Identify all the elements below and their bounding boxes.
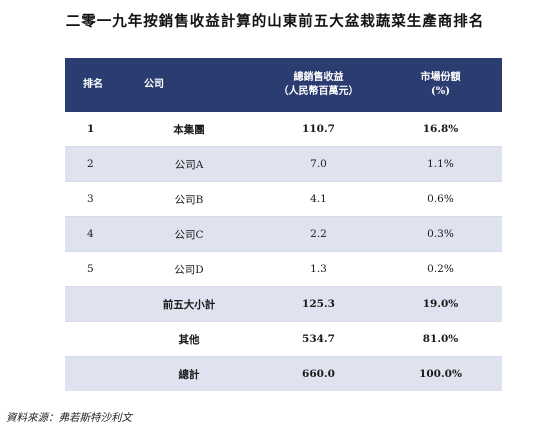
rank-cell: 4 (65, 216, 120, 252)
company-cell: 前五大小計 (120, 286, 258, 322)
revenue-cell: 4.1 (258, 181, 379, 217)
header-revenue-line2: （人民幣百萬元） (278, 86, 359, 97)
revenue-cell: 534.7 (258, 321, 379, 357)
share-cell: 81.0% (379, 321, 502, 357)
company-cell: 公司D (120, 251, 258, 287)
source-note: 資料來源：弗若斯特沙利文 (6, 412, 132, 424)
table-row: 4 公司C 2.2 0.3% (65, 216, 502, 252)
revenue-cell: 1.3 (258, 251, 379, 287)
revenue-cell: 7.0 (258, 146, 379, 182)
table-row: 前五大小計 125.3 19.0% (65, 286, 502, 322)
share-cell: 0.3% (379, 216, 502, 252)
header-revenue-line1: 總銷售收益 (293, 72, 344, 83)
revenue-cell: 110.7 (302, 123, 335, 135)
share-cell: 19.0% (379, 286, 502, 322)
table-row: 3 公司B 4.1 0.6% (65, 181, 502, 217)
share-cell: 0.2% (379, 251, 502, 287)
table-row: 2 公司A 7.0 1.1% (65, 146, 502, 182)
revenue-cell: 660.0 (258, 356, 379, 391)
header-rank: 排名 (65, 58, 120, 112)
table-row: 1 本集團 110.7 16.8% (65, 112, 502, 147)
table-row: 總計 660.0 100.0% (65, 356, 502, 391)
revenue-cell: 2.2 (258, 216, 379, 252)
page-title: 二零一九年按銷售收益計算的山東前五大盆栽蔬菜生產商排名 (65, 13, 485, 30)
rank-cell: 5 (65, 251, 120, 287)
company-cell: 其他 (120, 321, 258, 357)
rank-cell: 2 (65, 146, 120, 182)
header-share: 市場份額 (%) (379, 58, 502, 112)
rank-cell: 3 (65, 181, 120, 217)
company-cell: 公司B (120, 181, 258, 217)
company-cell: 本集團 (173, 123, 205, 136)
header-revenue: 總銷售收益 （人民幣百萬元） (258, 58, 379, 112)
company-cell: 公司C (120, 216, 258, 252)
table-row: 其他 534.7 81.0% (65, 321, 502, 357)
share-cell: 100.0% (379, 356, 502, 391)
ranking-table: 排名 公司 總銷售收益 （人民幣百萬元） 市場份額 (%) 1 本集團 110.7 1… (65, 58, 502, 391)
table-header-row: 排名 公司 總銷售收益 （人民幣百萬元） 市場份額 (%) (65, 58, 502, 112)
header-company: 公司 (120, 58, 258, 112)
share-cell: 1.1% (379, 146, 502, 182)
company-cell: 總計 (120, 356, 258, 391)
company-cell: 公司A (120, 146, 258, 182)
header-share-line1: 市場份額 (420, 72, 461, 83)
revenue-cell: 125.3 (258, 286, 379, 322)
rank-cell (65, 356, 120, 391)
share-cell: 0.6% (379, 181, 502, 217)
table-row: 5 公司D 1.3 0.2% (65, 251, 502, 287)
rank-cell (65, 286, 120, 322)
rank-cell (65, 321, 120, 357)
rank-cell: 1 (87, 123, 95, 135)
header-share-line2: (%) (431, 86, 450, 97)
share-cell: 16.8% (422, 123, 459, 135)
